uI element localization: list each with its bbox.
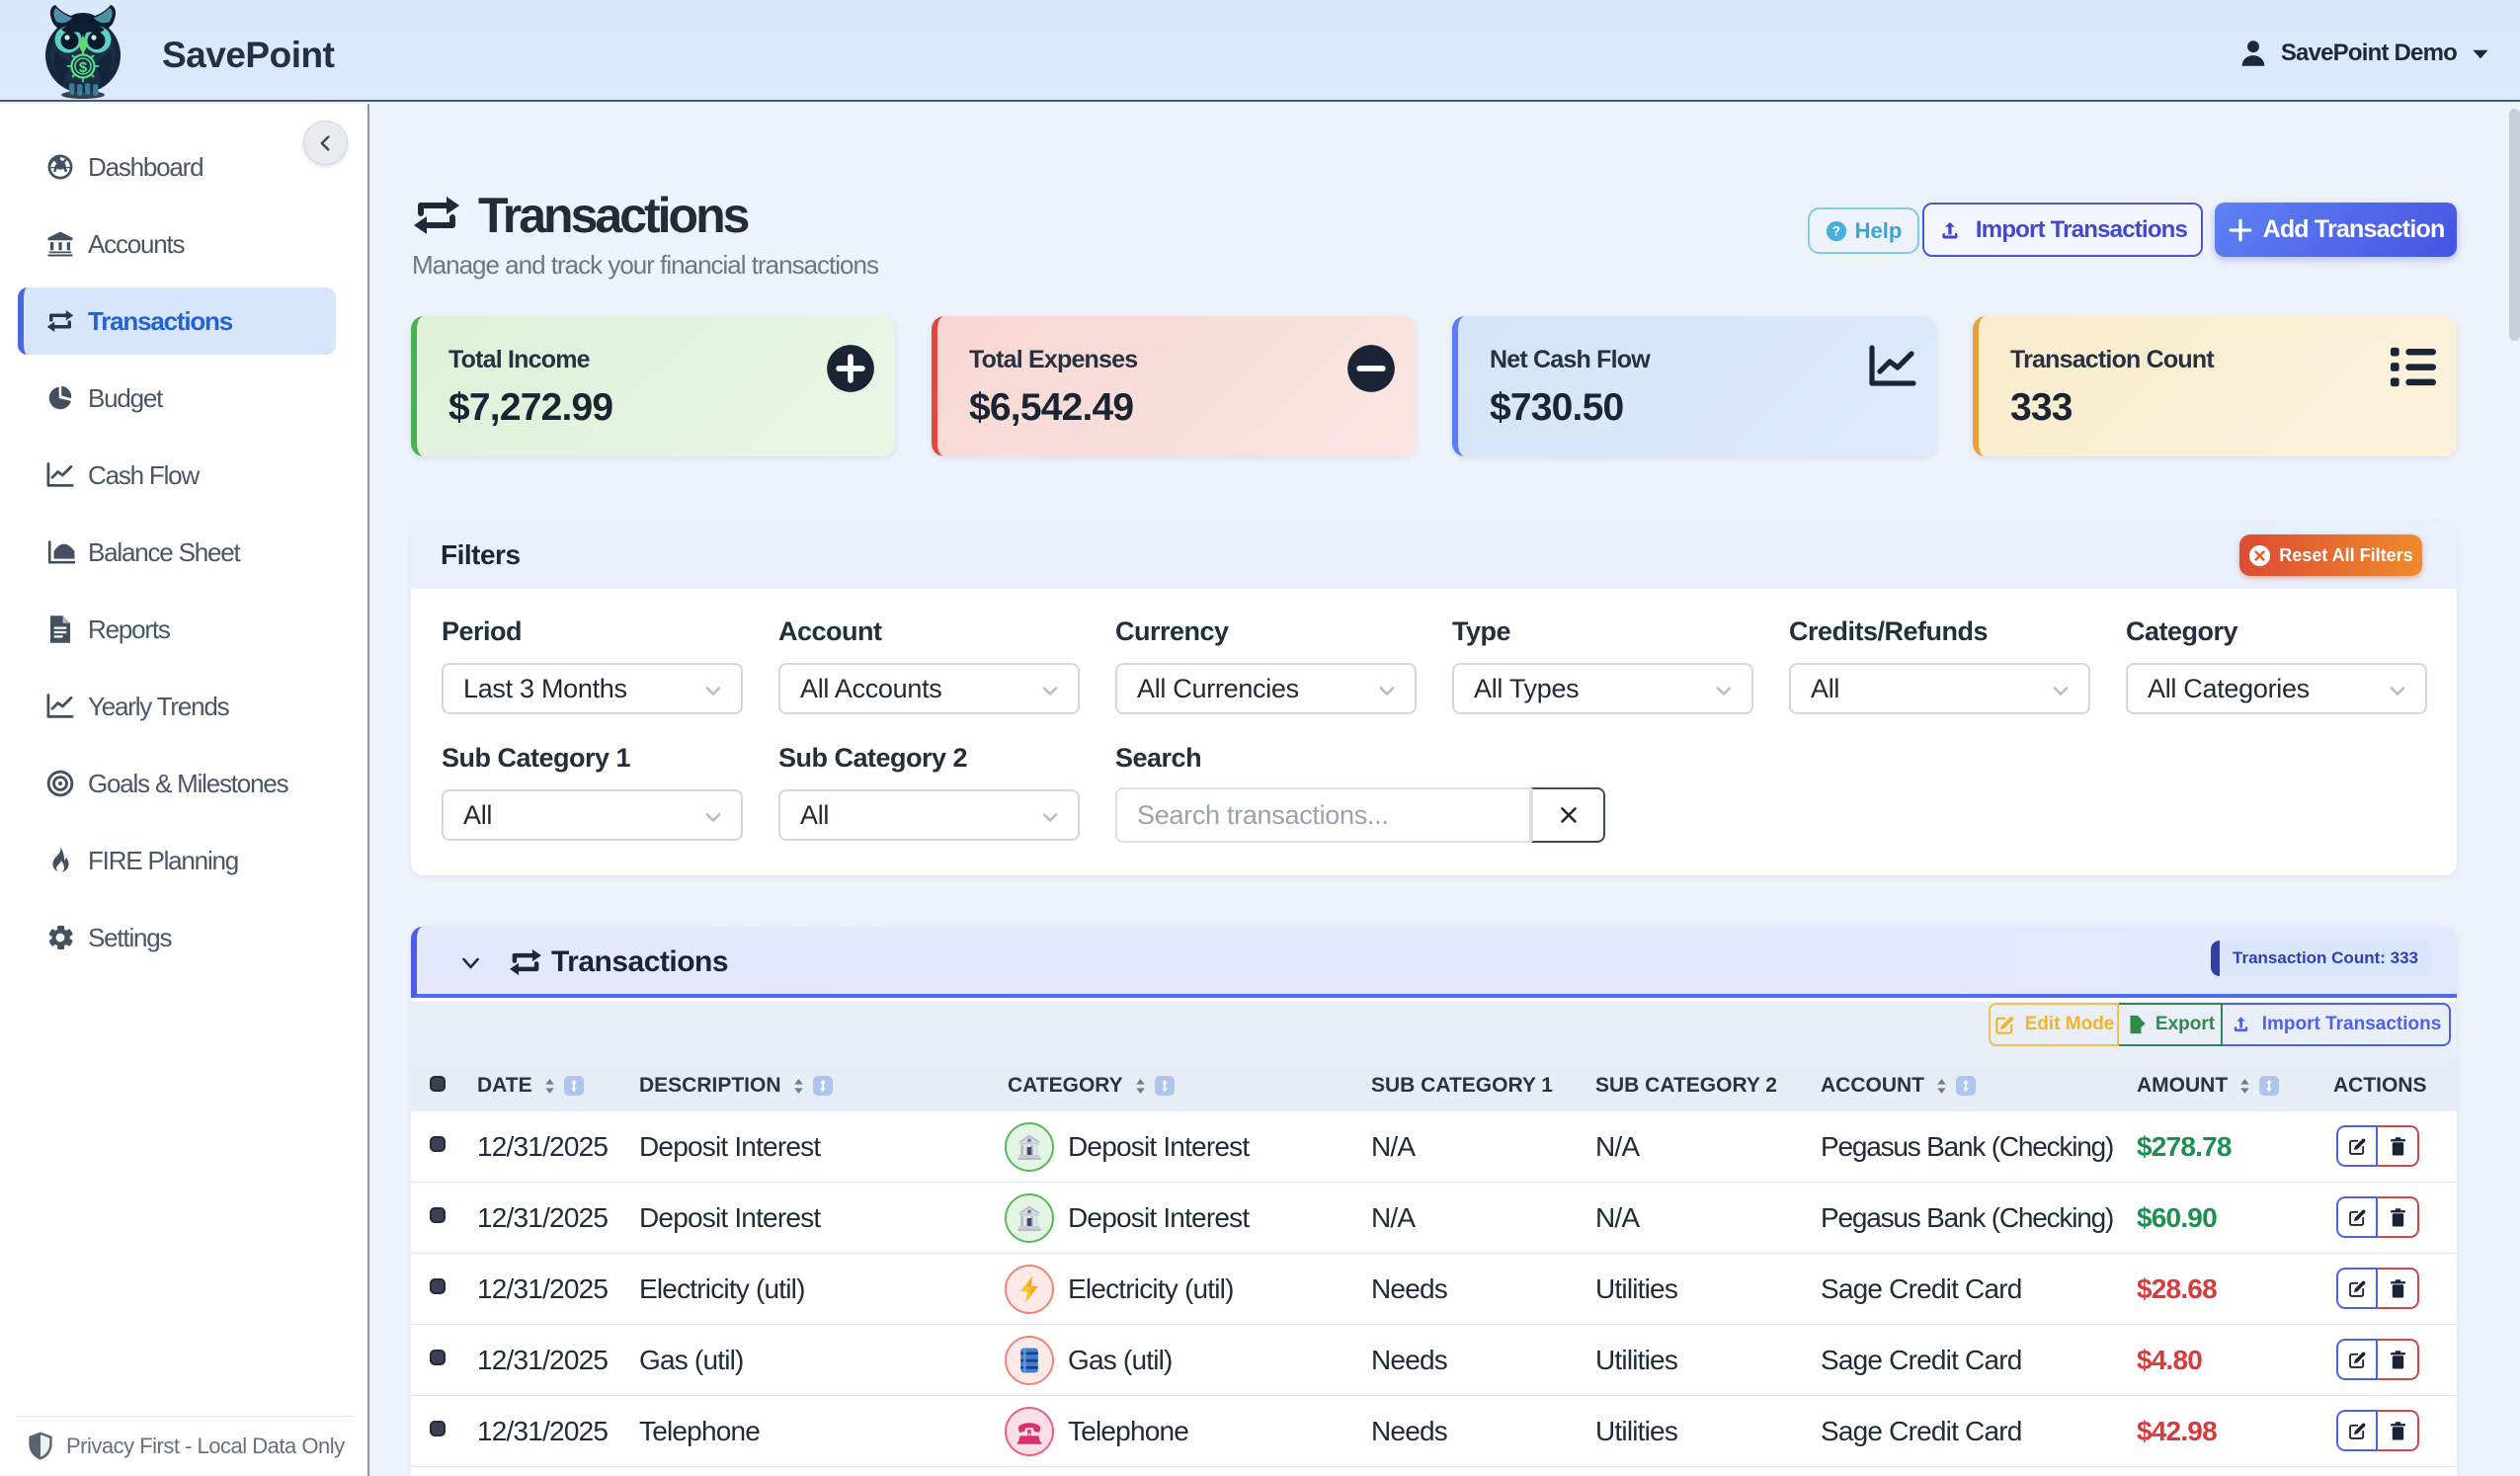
- svg-text:?: ?: [1831, 223, 1839, 238]
- svg-text:$: $: [79, 59, 88, 76]
